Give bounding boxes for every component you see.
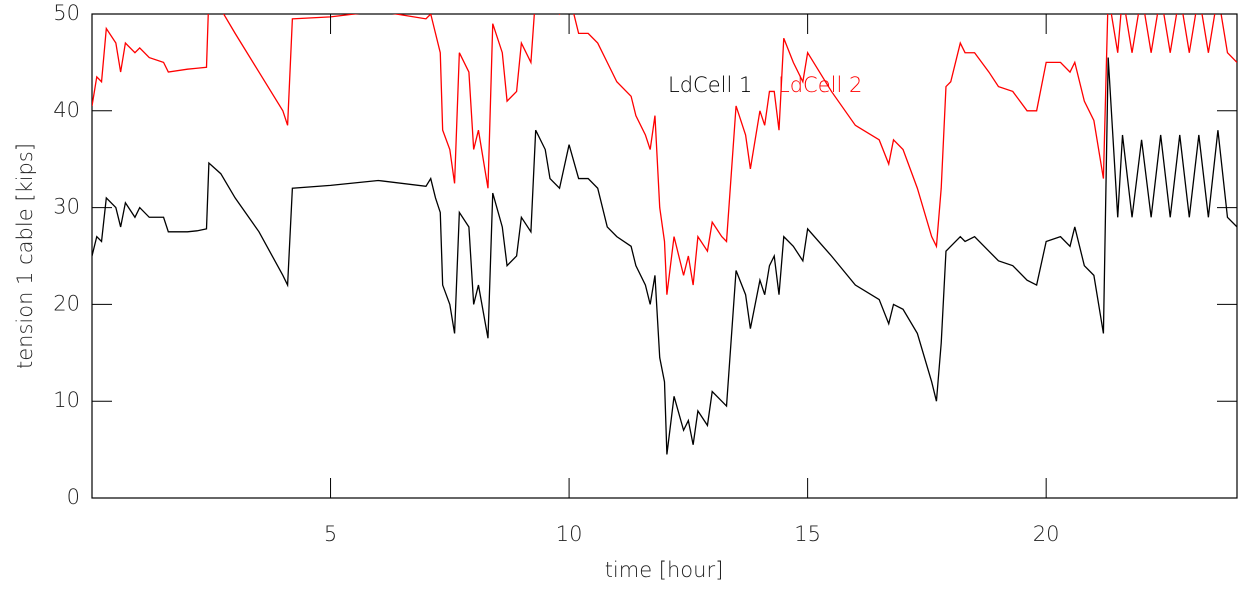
series-line: [92, 14, 1237, 295]
y-tick-label: 10: [53, 388, 80, 412]
x-axis-title: time [hour]: [605, 558, 724, 582]
plot-area: [92, 14, 1237, 455]
y-tick-label: 0: [67, 485, 80, 509]
y-tick-label: 50: [53, 1, 80, 25]
x-tick-label: 20: [1033, 522, 1060, 546]
y-tick-label: 20: [53, 291, 80, 315]
plot-frame: [91, 13, 1238, 499]
legend-label: LdCell 2: [778, 73, 862, 97]
y-tick-label: 30: [53, 195, 80, 219]
legend-label: LdCell 1: [668, 73, 752, 97]
y-tick-label: 40: [53, 98, 80, 122]
x-tick-label: 5: [324, 522, 337, 546]
series-line: [92, 57, 1237, 455]
x-tick-label: 15: [794, 522, 821, 546]
y-axis-title: tension 1 cable [kips]: [13, 143, 37, 369]
x-tick-label: 10: [556, 522, 583, 546]
